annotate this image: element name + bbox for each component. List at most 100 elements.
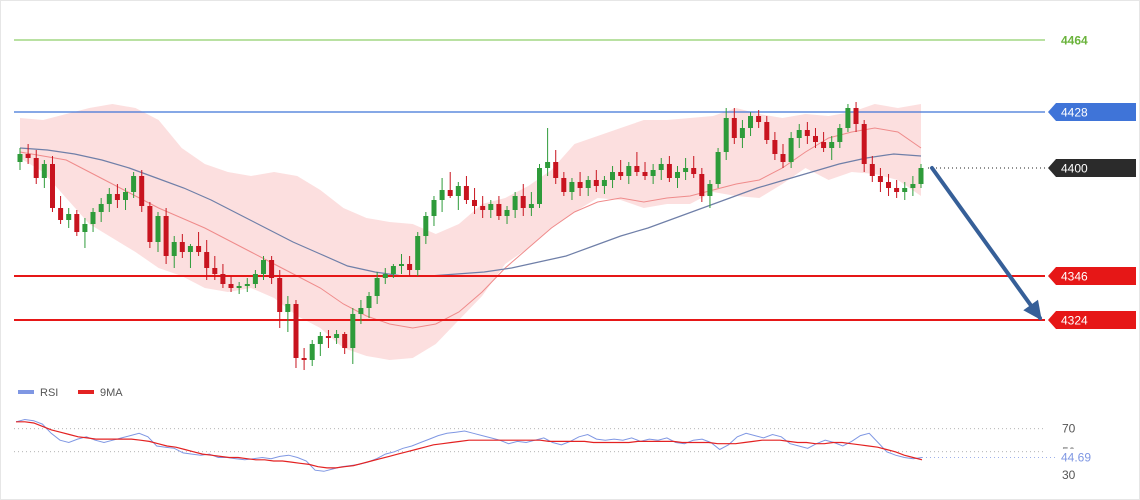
ma9-legend-label: 9MA (100, 387, 123, 399)
candle (691, 156, 697, 178)
candle-body (147, 206, 153, 242)
rsi-panel: 70503044.69 (14, 418, 1100, 482)
candle (780, 144, 786, 168)
candle (472, 188, 477, 214)
level-label-4428: 4428 (1061, 106, 1088, 120)
candle-body (902, 188, 908, 192)
candle-body (715, 152, 721, 184)
candle (309, 340, 315, 366)
candle-body (455, 186, 461, 196)
candle (683, 158, 689, 180)
candle (236, 282, 242, 294)
candle (723, 108, 729, 160)
bollinger-band (20, 104, 921, 360)
candle (155, 212, 161, 252)
candle (325, 330, 331, 348)
candle-body (155, 216, 161, 242)
candle-body (813, 136, 818, 142)
forecast-arrowhead (1023, 299, 1042, 321)
candle-body (756, 116, 762, 122)
candle (739, 120, 745, 148)
candle (366, 292, 372, 318)
candle-body (228, 284, 234, 288)
candle-body (877, 176, 883, 182)
candle (707, 180, 713, 208)
level-label-4464: 4464 (1061, 34, 1088, 48)
candle (285, 296, 291, 332)
price-plot-area: 4464 4428 4400 4346 4324 (14, 34, 1136, 370)
candle-body (382, 274, 388, 278)
candle-body (853, 108, 859, 124)
candle (545, 128, 551, 176)
candle-body (658, 164, 664, 170)
candle (496, 196, 502, 220)
candle-body (390, 266, 396, 274)
candle (131, 172, 137, 198)
candle-body (561, 178, 567, 192)
candle-body (374, 278, 380, 296)
candle (179, 234, 185, 258)
rsi-tick-70: 70 (1062, 422, 1076, 436)
rsi-line (15, 418, 923, 472)
candle-body (504, 210, 510, 216)
candle-body (196, 246, 202, 252)
candle-body (334, 334, 340, 338)
candle (171, 236, 177, 268)
candle-body (415, 236, 421, 270)
candle (423, 212, 429, 244)
candle-body (772, 140, 778, 154)
candle (861, 120, 867, 172)
candle-body (41, 164, 47, 178)
candle (66, 208, 72, 228)
candle-body (707, 184, 713, 196)
candle (58, 196, 64, 224)
candle-body (748, 116, 753, 128)
candle-body (569, 182, 575, 192)
candle-body (618, 172, 624, 176)
candle-body (171, 242, 177, 256)
candle (17, 148, 23, 170)
candle (163, 208, 169, 264)
candle-body (520, 196, 526, 208)
candle-body (496, 204, 502, 216)
candle-body (317, 336, 323, 344)
candle (910, 176, 916, 196)
rsi-current-value: 44.69 (1061, 451, 1091, 465)
candle-body (894, 188, 900, 192)
candle (918, 164, 924, 188)
candle-body (593, 180, 599, 186)
candle-body (691, 168, 697, 174)
candle (106, 188, 112, 212)
candle (553, 150, 559, 184)
candle (228, 276, 234, 292)
level-tag-4346 (1048, 267, 1136, 285)
candle (845, 104, 851, 132)
candle (537, 164, 542, 208)
candle (447, 172, 453, 198)
candle-body (675, 172, 680, 178)
candle-body (50, 164, 55, 208)
candle (699, 168, 705, 202)
level-tag-4428 (1048, 103, 1136, 121)
candle-body (683, 168, 689, 172)
level-label-4400: 4400 (1061, 162, 1088, 176)
candle-body (821, 142, 827, 148)
candle (342, 332, 348, 354)
candle (382, 268, 388, 284)
candle (269, 256, 275, 284)
candle-body (463, 186, 469, 200)
candle-body (269, 260, 275, 278)
candle-body (439, 190, 445, 200)
candle-body (25, 154, 31, 158)
candle (902, 182, 908, 200)
candle (869, 156, 875, 182)
candle (512, 192, 518, 218)
candle (41, 160, 47, 188)
candle-body (431, 200, 437, 216)
candle-body (764, 122, 770, 140)
candle (853, 102, 859, 132)
candle (894, 180, 900, 198)
candle-body (139, 176, 145, 206)
candle (593, 170, 599, 192)
candle-body (407, 264, 413, 270)
